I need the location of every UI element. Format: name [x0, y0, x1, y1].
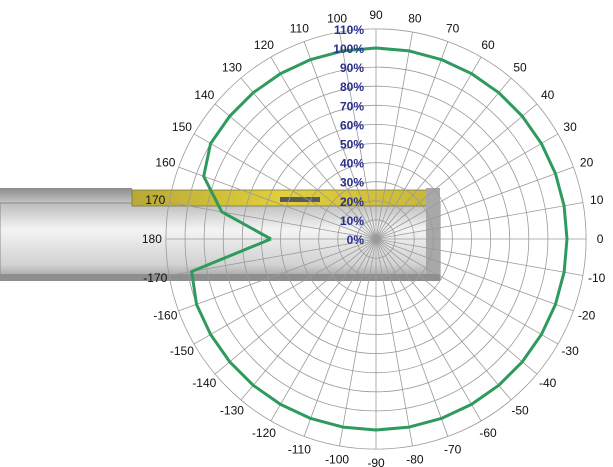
- angle-tick-label: 180: [142, 232, 162, 246]
- angle-tick-label: 100: [327, 11, 347, 25]
- grid-spoke-12: [375, 238, 559, 345]
- grid-spoke-20: [303, 238, 377, 437]
- grid-spoke-19: [339, 238, 377, 446]
- grid-spoke-2: [375, 41, 449, 240]
- radial-tick-label: 110%: [334, 23, 364, 37]
- radial-tick-label: 0%: [347, 233, 365, 247]
- angle-tick-label: -160: [153, 309, 177, 323]
- radial-tick-label: 90%: [340, 61, 364, 75]
- grid-spoke-6: [375, 133, 559, 240]
- grid-spoke-34: [303, 41, 377, 240]
- grid-spoke-17: [375, 238, 413, 446]
- angle-tick-label: 80: [408, 11, 422, 25]
- angle-tick-label: 70: [446, 21, 460, 35]
- radial-tick-label: 50%: [340, 138, 364, 152]
- grid-spoke-3: [375, 56, 482, 240]
- angle-tick-label: -130: [220, 404, 244, 418]
- radial-tick-label: 70%: [340, 99, 364, 113]
- angle-tick-label: -120: [252, 426, 276, 440]
- angle-tick-label: 30: [563, 120, 577, 134]
- grid-spoke-30: [193, 133, 377, 240]
- grid-spoke-32: [240, 77, 377, 240]
- angle-tick-label: 20: [580, 155, 594, 169]
- radial-labels: 0% 10% 20% 30% 40% 50% 60% 70% 80% 90% 100% 110%: [333, 23, 364, 247]
- grid-spoke-33: [270, 56, 377, 240]
- angle-tick-label: -40: [539, 376, 557, 390]
- grid-spoke-23: [214, 238, 377, 375]
- grid-spoke-28: [169, 202, 377, 240]
- angle-tick-label: 140: [194, 88, 214, 102]
- angle-tick-label: -70: [444, 443, 462, 457]
- angle-tick-label: -50: [511, 404, 529, 418]
- angle-tick-label: 130: [222, 60, 242, 74]
- angle-tick-label: 120: [254, 38, 274, 52]
- angle-tick-label: -80: [406, 453, 424, 467]
- grid-spoke-14: [375, 238, 512, 401]
- angle-tick-label: -150: [170, 344, 194, 358]
- grid-spoke-35: [339, 32, 377, 240]
- angle-tick-label: -30: [561, 344, 579, 358]
- housing-sensor-element: [280, 197, 320, 202]
- angle-tick-label: -110: [288, 443, 311, 457]
- angle-tick-label: 40: [541, 88, 555, 102]
- angle-tick-label: 170: [145, 193, 165, 207]
- angle-tick-label: 60: [481, 38, 495, 52]
- grid-spoke-4: [375, 77, 512, 240]
- radial-tick-label: 30%: [340, 176, 364, 190]
- radial-tick-label: 40%: [340, 157, 364, 171]
- angle-labels: 90 80706050403020100-10-20-30-40-50-60-70…: [142, 8, 606, 467]
- series-layer: [190, 46, 569, 432]
- housing-top-step: [0, 188, 132, 204]
- radial-tick-label: 100%: [333, 42, 364, 56]
- grid-spoke-15: [375, 238, 482, 422]
- grid-spoke-29: [178, 166, 377, 240]
- grid-spoke-1: [375, 32, 413, 240]
- grid-spoke-5: [375, 103, 538, 240]
- angle-tick-label: 160: [155, 155, 175, 169]
- grid-spoke-7: [375, 166, 574, 240]
- angle-tick-label: 110: [290, 21, 309, 35]
- angle-tick-label: 50: [513, 60, 527, 74]
- series-line-0: [190, 46, 569, 432]
- angle-tick-label: 150: [172, 120, 192, 134]
- radial-tick-label: 20%: [340, 195, 364, 209]
- grid-spoke-31: [214, 103, 377, 240]
- angle-tick-label: -60: [479, 426, 497, 440]
- angle-tick-label: 90: [369, 8, 383, 22]
- angle-tick-label: -20: [578, 309, 596, 323]
- grid-spoke-25: [178, 238, 377, 312]
- angle-tick-label: -90: [367, 456, 385, 467]
- angle-tick-label: -170: [143, 271, 167, 285]
- sensor-housing-image: [0, 188, 441, 281]
- grid-spoke-24: [193, 238, 377, 345]
- grid-spoke-26: [169, 238, 377, 276]
- angle-tick-label: 0: [597, 232, 604, 246]
- radial-tick-label: 60%: [340, 118, 364, 132]
- grid-spoke-22: [240, 238, 377, 401]
- angle-tick-label: -100: [325, 453, 349, 467]
- polar-grid: [165, 28, 587, 450]
- angle-tick-label: 10: [590, 193, 604, 207]
- radial-tick-label: 80%: [340, 80, 364, 94]
- grid-spoke-10: [375, 238, 583, 276]
- grid-spoke-13: [375, 238, 538, 375]
- grid-spoke-8: [375, 202, 583, 240]
- housing-bottom-edge: [0, 274, 440, 281]
- angle-tick-label: -10: [588, 271, 606, 285]
- angle-tick-label: -140: [192, 376, 216, 390]
- grid-spoke-16: [375, 238, 449, 437]
- grid-spoke-21: [270, 238, 377, 422]
- radial-tick-label: 10%: [340, 214, 364, 228]
- grid-spoke-11: [375, 238, 574, 312]
